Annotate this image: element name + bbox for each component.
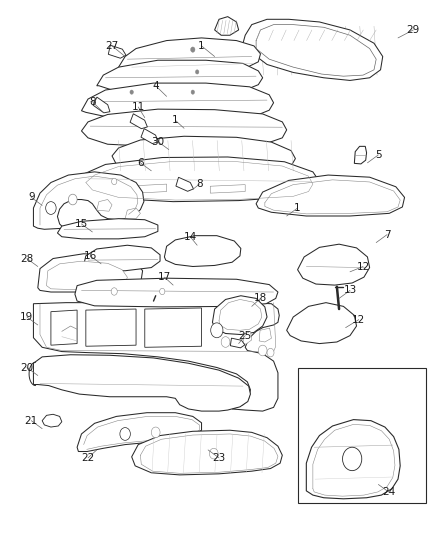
Circle shape: [151, 427, 160, 438]
Polygon shape: [93, 97, 110, 113]
Circle shape: [191, 47, 195, 52]
Circle shape: [211, 323, 223, 338]
Polygon shape: [81, 83, 274, 119]
Text: 1: 1: [198, 41, 205, 51]
Circle shape: [343, 447, 362, 471]
Polygon shape: [88, 260, 95, 268]
Circle shape: [195, 70, 199, 74]
Text: 21: 21: [25, 416, 38, 426]
Polygon shape: [97, 199, 112, 211]
Polygon shape: [75, 157, 319, 201]
Polygon shape: [145, 308, 201, 348]
Text: 11: 11: [131, 102, 145, 112]
Circle shape: [68, 194, 77, 205]
Text: 9: 9: [28, 192, 35, 203]
Polygon shape: [75, 278, 278, 307]
Text: 19: 19: [20, 312, 34, 322]
Polygon shape: [84, 245, 160, 271]
Polygon shape: [125, 208, 141, 219]
Polygon shape: [164, 236, 241, 266]
Circle shape: [221, 337, 230, 348]
Polygon shape: [57, 219, 158, 239]
Polygon shape: [77, 413, 201, 451]
Polygon shape: [46, 261, 127, 290]
Text: 15: 15: [75, 219, 88, 229]
Polygon shape: [354, 147, 367, 164]
Polygon shape: [215, 17, 239, 35]
Text: 12: 12: [352, 314, 365, 325]
Polygon shape: [136, 184, 166, 193]
Circle shape: [120, 427, 131, 440]
Text: 5: 5: [375, 150, 381, 160]
Text: 17: 17: [158, 272, 171, 282]
Polygon shape: [108, 45, 126, 58]
Polygon shape: [175, 247, 195, 261]
Text: 22: 22: [81, 453, 95, 463]
Circle shape: [46, 201, 56, 214]
Polygon shape: [33, 303, 279, 411]
Text: 4: 4: [152, 81, 159, 91]
Polygon shape: [130, 114, 147, 128]
Text: 18: 18: [254, 293, 267, 303]
Polygon shape: [81, 109, 287, 147]
Circle shape: [267, 349, 274, 357]
Polygon shape: [132, 430, 283, 475]
Polygon shape: [141, 128, 158, 143]
Text: 12: 12: [357, 262, 370, 271]
Polygon shape: [230, 338, 245, 348]
Text: 1: 1: [172, 115, 179, 125]
Text: 1: 1: [294, 203, 301, 213]
Polygon shape: [243, 19, 383, 80]
Polygon shape: [112, 136, 295, 174]
Circle shape: [159, 288, 165, 295]
Polygon shape: [297, 244, 370, 285]
Text: 28: 28: [20, 254, 34, 263]
Circle shape: [130, 90, 134, 94]
Circle shape: [209, 448, 218, 459]
Circle shape: [258, 345, 267, 356]
Text: 6: 6: [137, 158, 144, 168]
Polygon shape: [51, 310, 77, 345]
Polygon shape: [119, 38, 261, 72]
Polygon shape: [287, 303, 357, 344]
Text: 27: 27: [106, 41, 119, 51]
Text: 14: 14: [184, 232, 197, 243]
Text: 23: 23: [212, 453, 226, 463]
Polygon shape: [97, 60, 263, 92]
Circle shape: [112, 178, 117, 184]
Polygon shape: [212, 296, 267, 335]
Text: 24: 24: [383, 488, 396, 497]
Text: 30: 30: [151, 136, 164, 147]
Text: 8: 8: [196, 179, 203, 189]
Polygon shape: [210, 184, 245, 193]
Polygon shape: [38, 254, 143, 292]
Polygon shape: [33, 355, 251, 411]
Polygon shape: [306, 419, 400, 499]
Polygon shape: [176, 177, 194, 191]
Text: 16: 16: [84, 251, 97, 261]
Text: 20: 20: [20, 362, 33, 373]
Circle shape: [191, 90, 194, 94]
Polygon shape: [243, 332, 252, 344]
Text: 7: 7: [384, 230, 390, 240]
Polygon shape: [198, 248, 221, 263]
Polygon shape: [42, 414, 62, 427]
FancyBboxPatch shape: [297, 368, 426, 503]
Circle shape: [111, 288, 117, 295]
Polygon shape: [33, 172, 144, 229]
Polygon shape: [259, 328, 272, 342]
Text: 13: 13: [343, 286, 357, 295]
Polygon shape: [86, 309, 136, 346]
Text: 29: 29: [406, 25, 420, 35]
Text: 25: 25: [239, 330, 252, 341]
Text: 8: 8: [89, 96, 95, 107]
Polygon shape: [256, 175, 405, 216]
